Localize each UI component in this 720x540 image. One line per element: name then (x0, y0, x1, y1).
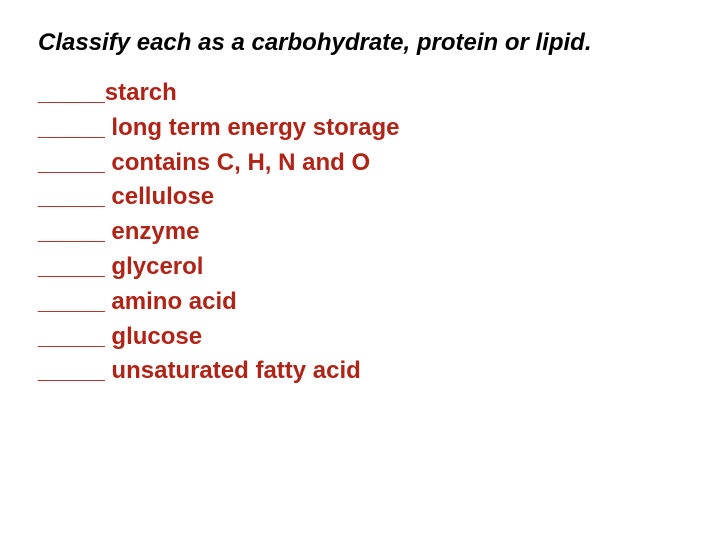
blank-underscore: _____ (38, 79, 105, 106)
item-label: glucose (111, 323, 202, 350)
item-label: starch (105, 79, 177, 106)
slide: Classify each as a carbohydrate, protein… (0, 0, 720, 540)
item-label: enzyme (111, 218, 199, 245)
item-label: amino acid (111, 288, 236, 315)
list-item: _____ unsaturated fatty acid (38, 354, 682, 389)
list-item: _____ long term energy storage (38, 111, 682, 146)
list-item: _____ enzyme (38, 215, 682, 250)
item-label: glycerol (111, 253, 203, 280)
blank-underscore: _____ (38, 218, 105, 245)
blank-underscore: _____ (38, 183, 105, 210)
item-label: unsaturated fatty acid (111, 357, 360, 384)
list-item: _____ amino acid (38, 285, 682, 320)
list-item: _____ glycerol (38, 250, 682, 285)
blank-underscore: _____ (38, 357, 105, 384)
list-item: _____ cellulose (38, 180, 682, 215)
classification-list: _____starch_____ long term energy storag… (38, 76, 682, 389)
blank-underscore: _____ (38, 114, 105, 141)
blank-underscore: _____ (38, 149, 105, 176)
instruction-heading: Classify each as a carbohydrate, protein… (38, 28, 648, 58)
item-label: cellulose (111, 183, 214, 210)
list-item: _____ contains C, H, N and O (38, 146, 682, 181)
blank-underscore: _____ (38, 288, 105, 315)
list-item: _____ glucose (38, 320, 682, 355)
blank-underscore: _____ (38, 323, 105, 350)
list-item: _____starch (38, 76, 682, 111)
item-label: long term energy storage (111, 114, 399, 141)
item-label: contains C, H, N and O (111, 149, 370, 176)
blank-underscore: _____ (38, 253, 105, 280)
